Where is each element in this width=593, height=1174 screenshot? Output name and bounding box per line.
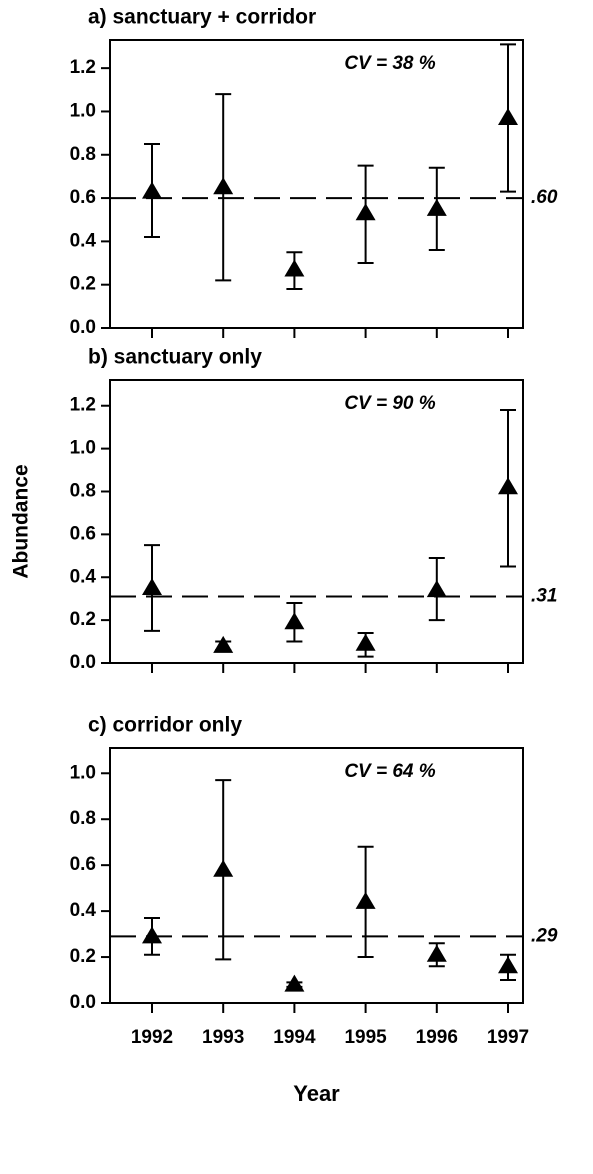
annotation: CV = 90 % <box>344 393 435 414</box>
y-tick-label: 0.4 <box>70 900 97 921</box>
marker <box>284 259 305 277</box>
y-tick-label: 0.0 <box>70 992 96 1013</box>
y-tick-label: 0.6 <box>70 187 96 208</box>
plot-frame <box>109 379 524 664</box>
y-tick-label: 0.0 <box>70 652 96 673</box>
marker <box>498 477 518 495</box>
y-tick-label: 1.0 <box>70 762 96 783</box>
mean-label: .29 <box>531 925 558 946</box>
marker <box>213 635 234 653</box>
marker <box>142 926 162 944</box>
y-tick-label: 0.4 <box>70 230 97 251</box>
marker <box>355 891 376 909</box>
marker <box>284 612 305 630</box>
marker <box>355 203 376 221</box>
y-tick-label: 1.0 <box>70 438 96 459</box>
y-tick-label: 0.6 <box>70 523 96 544</box>
marker <box>426 944 447 962</box>
annotation: CV = 38 % <box>344 53 435 74</box>
mean-label: .60 <box>531 187 558 208</box>
x-axis-label: Year <box>293 1081 340 1106</box>
marker <box>355 633 376 651</box>
plot-frame <box>109 39 524 329</box>
x-tick-label: 1997 <box>487 1027 529 1048</box>
y-tick-label: 0.2 <box>70 946 96 967</box>
y-tick-label: 1.2 <box>70 395 96 416</box>
panel-title: a) sanctuary + corridor <box>88 6 316 29</box>
y-tick-label: 0.2 <box>70 274 96 295</box>
panel-title: c) corridor only <box>88 714 242 737</box>
y-tick-label: 0.4 <box>70 566 97 587</box>
marker <box>142 181 162 199</box>
y-tick-label: 0.8 <box>70 808 96 829</box>
marker <box>142 577 162 595</box>
marker <box>213 859 234 877</box>
marker <box>498 107 518 125</box>
plot-frame <box>109 747 524 1004</box>
mean-label: .31 <box>531 586 557 607</box>
marker <box>426 580 447 598</box>
marker <box>213 177 234 195</box>
x-tick-label: 1993 <box>202 1027 244 1048</box>
panel-title: b) sanctuary only <box>88 346 262 369</box>
marker <box>498 956 518 974</box>
y-tick-label: 1.2 <box>70 57 96 78</box>
y-tick-label: 0.8 <box>70 144 96 165</box>
x-tick-label: 1995 <box>344 1027 387 1048</box>
y-tick-label: 0.0 <box>70 317 96 338</box>
annotation: CV = 64 % <box>344 761 435 782</box>
marker <box>284 974 305 992</box>
marker <box>426 198 447 216</box>
y-tick-label: 1.0 <box>70 100 96 121</box>
x-tick-label: 1996 <box>416 1027 458 1048</box>
y-axis-label: Abundance <box>10 464 33 578</box>
x-tick-label: 1994 <box>273 1027 316 1048</box>
y-tick-label: 0.6 <box>70 854 96 875</box>
y-tick-label: 0.8 <box>70 481 96 502</box>
y-tick-label: 0.2 <box>70 609 96 630</box>
x-tick-label: 1992 <box>131 1027 173 1048</box>
